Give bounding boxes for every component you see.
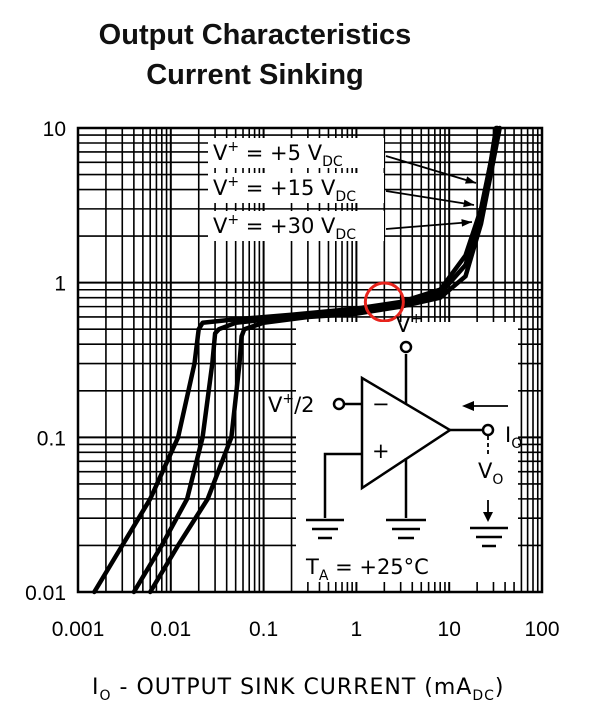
- x-axis-label-part: I: [92, 675, 100, 700]
- plot-frame: [76, 126, 544, 594]
- x-tick-label: 10: [438, 618, 461, 641]
- leader-arrowhead: [461, 219, 472, 227]
- series-label-1-part: = +5 V: [239, 141, 323, 165]
- y-tick-label: 0.1: [37, 427, 66, 450]
- series-label-2-part: +: [227, 174, 239, 190]
- leader-line: [385, 155, 477, 184]
- y-tick-label: 1: [54, 273, 66, 296]
- current-arrowhead: [462, 401, 474, 411]
- y-tick-label: 10: [43, 118, 66, 141]
- series-label-3-part: DC: [335, 227, 356, 243]
- input-label-part: +: [282, 391, 294, 407]
- series-label-bg: [208, 138, 384, 168]
- series-label-2: V+ = +15 VDC: [213, 174, 356, 205]
- minus-sign: −: [372, 392, 390, 416]
- chart-subtitle: Current Sinking: [146, 59, 364, 91]
- series-label-2-part: V: [213, 176, 228, 200]
- x-axis-label-part: - OUTPUT SINK CURRENT (mA: [112, 675, 473, 700]
- series-label-3-part: V: [213, 214, 228, 238]
- series-label-2-part: DC: [335, 189, 356, 205]
- series-label-1-part: V: [213, 141, 228, 165]
- x-axis-label-part: ): [495, 675, 505, 700]
- x-tick-label: 0.1: [249, 618, 278, 641]
- series-label-2-part: = +15 V: [239, 176, 336, 200]
- ta-label-part: = +25°C: [328, 555, 428, 579]
- series-label-1-part: +: [227, 139, 239, 155]
- input-terminal: [332, 397, 346, 411]
- leader-line: [385, 190, 475, 206]
- x-tick-label: 1: [351, 618, 363, 641]
- x-tick-label: 0.001: [52, 618, 105, 641]
- ta-label: TA = +25°C: [305, 555, 429, 584]
- series-label-3: V+ = +30 VDC: [213, 212, 356, 243]
- vplus-label-part: +: [410, 311, 422, 327]
- x-axis-label-part: O: [100, 688, 112, 704]
- leader-line: [385, 221, 473, 230]
- ta-label-part: A: [319, 568, 329, 584]
- x-axis-label-part: DC: [472, 688, 495, 704]
- y-tick-label: 0.01: [25, 582, 66, 605]
- series-label-1-part: DC: [322, 154, 343, 170]
- x-axis-label: IO - OUTPUT SINK CURRENT (mADC): [92, 675, 505, 704]
- series-line-2: [131, 125, 500, 595]
- input-label-part: /2: [294, 393, 314, 417]
- leader-arrowhead: [463, 199, 474, 208]
- series-label-3-part: +: [227, 212, 239, 228]
- io-label-part: I: [505, 423, 511, 447]
- vo-label-part: O: [492, 472, 503, 488]
- vo-label: VO: [478, 459, 503, 488]
- vplus-terminal: [399, 340, 413, 354]
- chart-title: Output Characteristics: [98, 19, 412, 51]
- input-label-part: V: [268, 393, 283, 417]
- leader-arrowhead: [465, 176, 476, 184]
- vo-arrowhead: [483, 512, 493, 522]
- x-tick-label: 0.01: [150, 618, 191, 641]
- vplus-label: V+: [396, 311, 422, 337]
- vo-label-part: V: [478, 459, 493, 483]
- input-label: V+/2: [268, 391, 315, 417]
- ta-label-part: T: [305, 555, 319, 579]
- x-tick-label: 100: [524, 618, 559, 641]
- curves: [92, 125, 502, 595]
- vplus-label-part: V: [396, 313, 411, 337]
- series-label-bg: [208, 173, 384, 203]
- noninverting-wire: [323, 452, 362, 518]
- plus-sign: +: [372, 439, 390, 463]
- io-label: IO: [505, 423, 522, 452]
- output-terminal: [481, 423, 495, 437]
- series-line-3: [147, 125, 502, 595]
- series-label-bg: [208, 211, 384, 241]
- series-label-3-part: = +30 V: [239, 214, 336, 238]
- series-label-1: V+ = +5 VDC: [213, 139, 343, 170]
- io-label-part: O: [511, 436, 522, 452]
- highlight-circle: [363, 281, 405, 323]
